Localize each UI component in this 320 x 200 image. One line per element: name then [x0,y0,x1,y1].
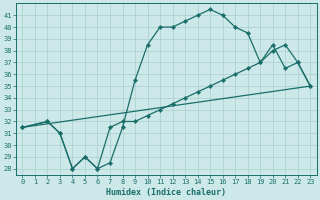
X-axis label: Humidex (Indice chaleur): Humidex (Indice chaleur) [106,188,226,197]
